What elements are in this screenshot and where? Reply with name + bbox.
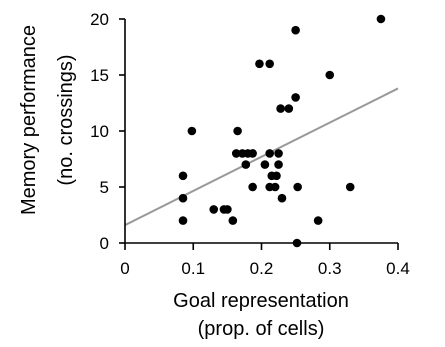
data-point	[187, 126, 197, 136]
data-point	[223, 205, 232, 214]
y-axis-title-line-1: Memory performance	[18, 25, 40, 215]
data-point	[265, 149, 274, 158]
data-point	[248, 182, 257, 192]
y-tick-label: 10	[90, 122, 109, 141]
y-axis-ticks: 0 5 10 15 20	[90, 10, 125, 253]
data-point	[272, 171, 281, 181]
data-point	[255, 59, 264, 69]
y-tick-label: 15	[90, 66, 109, 85]
x-axis-title-line-1: Goal representation	[173, 290, 349, 312]
data-point	[325, 70, 335, 80]
x-tick-label: 0.3	[318, 259, 342, 278]
data-point	[241, 160, 251, 169]
data-point	[178, 193, 188, 203]
y-axis-title-line-2: (no. crossings)	[55, 54, 77, 185]
x-tick-label: 0.4	[386, 259, 410, 278]
data-point	[248, 149, 257, 158]
data-point	[233, 126, 242, 136]
x-axis-title-line-2: (prop. of cells)	[198, 318, 325, 340]
data-point	[276, 104, 285, 113]
data-point	[265, 59, 274, 69]
data-point	[313, 216, 323, 225]
data-point	[284, 104, 294, 113]
y-tick-label: 20	[90, 10, 109, 29]
plot-layer	[124, 14, 399, 248]
data-point	[260, 160, 270, 169]
data-point	[270, 182, 280, 192]
data-point	[228, 216, 238, 225]
x-tick-label: 0	[120, 259, 129, 278]
data-point	[291, 93, 300, 102]
data-point	[293, 182, 302, 192]
data-point	[376, 14, 386, 24]
x-axis-ticks: 0 0.1 0.2 0.3 0.4	[120, 243, 410, 278]
x-tick-label: 0.2	[250, 259, 274, 278]
y-tick-label: 5	[100, 178, 109, 197]
data-point	[345, 182, 355, 192]
data-point	[209, 205, 219, 214]
data-point	[277, 193, 287, 203]
data-point	[291, 25, 300, 35]
trendline	[124, 87, 399, 226]
x-tick-label: 0.1	[181, 259, 205, 278]
data-point	[178, 171, 188, 181]
data-point	[231, 149, 241, 158]
y-tick-label: 0	[100, 234, 109, 253]
data-point	[178, 216, 188, 225]
data-point	[274, 160, 283, 169]
data-point	[274, 149, 283, 158]
